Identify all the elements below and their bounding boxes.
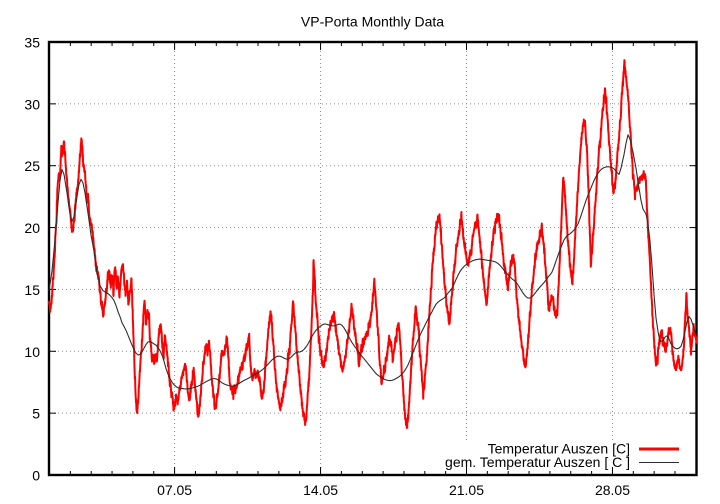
svg-text:20: 20 xyxy=(24,220,40,236)
svg-text:gem. Temperatur Auszen [ C ]: gem. Temperatur Auszen [ C ] xyxy=(445,454,630,470)
svg-text:14.05: 14.05 xyxy=(303,482,338,498)
svg-text:07.05: 07.05 xyxy=(157,482,192,498)
svg-text:35: 35 xyxy=(24,35,40,51)
svg-text:0: 0 xyxy=(32,468,40,484)
svg-text:21.05: 21.05 xyxy=(449,482,484,498)
svg-text:10: 10 xyxy=(24,344,40,360)
svg-text:15: 15 xyxy=(24,282,40,298)
svg-text:Temperatur Auszen [C]: Temperatur Auszen [C] xyxy=(488,441,630,457)
svg-text:30: 30 xyxy=(24,96,40,112)
svg-text:5: 5 xyxy=(32,406,40,422)
svg-text:25: 25 xyxy=(24,158,40,174)
svg-text:VP-Porta Monthly Data: VP-Porta Monthly Data xyxy=(301,14,444,30)
svg-text:28.05: 28.05 xyxy=(595,482,630,498)
